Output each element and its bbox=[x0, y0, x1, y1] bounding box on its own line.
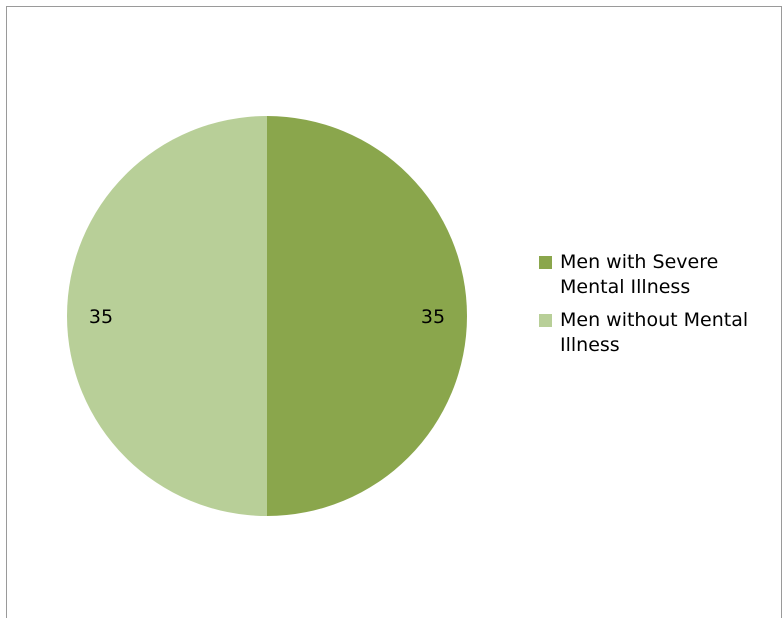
data-label-men-with-severe-mental-illness: 35 bbox=[421, 306, 445, 328]
data-label-men-without-mental-illness: 35 bbox=[89, 306, 113, 328]
legend: Men with Severe Mental Illness Men witho… bbox=[539, 250, 779, 366]
pie-slice-men-without-mental-illness bbox=[67, 116, 267, 516]
legend-swatch-men-without-mental-illness bbox=[539, 314, 552, 327]
legend-label-men-without-mental-illness: Men without Mental Illness bbox=[560, 309, 749, 356]
legend-swatch-men-with-severe-mental-illness bbox=[539, 256, 552, 269]
legend-item-men-with-severe-mental-illness: Men with Severe Mental Illness bbox=[539, 250, 779, 300]
legend-item-men-without-mental-illness: Men without Mental Illness bbox=[539, 308, 779, 358]
pie-slice-men-with-severe-mental-illness bbox=[267, 116, 467, 516]
legend-label-men-with-severe-mental-illness: Men with Severe Mental Illness bbox=[560, 251, 719, 298]
